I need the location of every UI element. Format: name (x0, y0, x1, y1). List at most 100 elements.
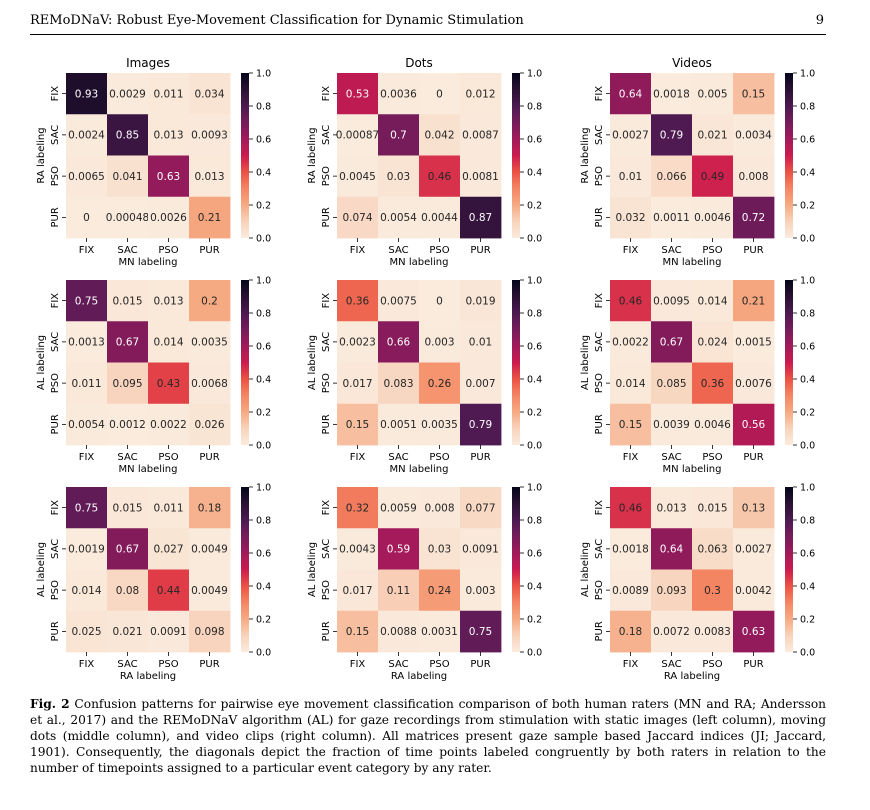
x-tick-label: FIX (79, 452, 95, 463)
y-tick-label: PSO (321, 166, 332, 186)
heatmap-cell (189, 610, 231, 653)
heatmap-cell (460, 114, 502, 156)
x-tick-label: SAC (117, 659, 137, 670)
cell-value-label: 0.75 (469, 626, 492, 638)
heatmap-cell (733, 610, 775, 653)
y-tick-label: PUR (50, 414, 61, 434)
heatmap-panel-4: 0.75 0.015 0.013 0.2 0.0013 0.67 0.014 0.0035 0.… (36, 276, 271, 476)
cell-value-label: 0.08 (116, 585, 139, 597)
colorbar-tick-label: 0.8 (256, 102, 271, 113)
y-tick-label: PSO (594, 166, 605, 186)
cell-value-label: 0.87 (469, 212, 492, 224)
cell-value-label: 0.019 (465, 295, 495, 307)
colorbar-tick-label: 0.8 (256, 309, 271, 320)
x-tick-label: PSO (158, 452, 178, 463)
cell-value-label: 0.75 (75, 295, 98, 307)
y-axis-label: RA labeling (36, 127, 47, 183)
y-tick-label: SAC (321, 332, 332, 352)
y-tick-label: FIX (594, 86, 605, 102)
cell-value-label: 0.093 (656, 585, 686, 597)
x-tick-label: PSO (702, 659, 722, 670)
x-tick-label: FIX (623, 659, 639, 670)
cell-value-label: 0.0013 (68, 337, 105, 349)
colorbar-tick-label: 1.0 (800, 483, 815, 494)
colorbar-tick-label: 0.0 (256, 234, 271, 245)
heatmap-cell (460, 196, 502, 239)
y-tick-label: PSO (50, 166, 61, 186)
cell-value-label: 0 (83, 212, 90, 224)
x-tick-label: SAC (661, 245, 681, 256)
heatmap-cell (692, 610, 734, 653)
colorbar (241, 487, 249, 652)
colorbar (512, 280, 520, 445)
heatmap-cell (733, 73, 775, 115)
cell-value-label: 0.012 (465, 88, 495, 100)
y-tick-label: PSO (594, 580, 605, 600)
heatmap-cell (610, 528, 652, 570)
cell-value-label: 0.3 (704, 585, 721, 597)
heatmap-cell (148, 528, 190, 570)
y-tick-label: PUR (594, 621, 605, 641)
y-axis-label: AL labeling (307, 335, 318, 390)
heatmap-cell (378, 403, 420, 446)
heatmap-cell (651, 73, 693, 115)
heatmap-cell (107, 487, 149, 529)
heatmap-cell (378, 569, 420, 612)
heatmap-cell (189, 155, 231, 198)
cell-value-label: 0.0054 (68, 419, 105, 431)
caption-label: Fig. 2 (30, 697, 70, 711)
heatmap-cell (419, 569, 461, 612)
cell-value-label: 0.00087 (336, 130, 379, 142)
x-axis-label: MN labeling (663, 257, 722, 268)
cell-value-label: 0.0089 (612, 585, 649, 597)
colorbar-tick-label: 0.2 (800, 201, 815, 212)
colorbar-tick-label: 0.2 (800, 408, 815, 419)
heatmap-cell (419, 155, 461, 198)
colorbar-tick-label: 0.6 (527, 342, 542, 353)
cell-value-label: 0.7 (390, 130, 407, 142)
heatmap-cell (651, 114, 693, 156)
x-tick-label: PSO (702, 245, 722, 256)
heatmap-cell (610, 280, 652, 322)
colorbar-tick-label: 1.0 (800, 276, 815, 287)
y-tick-label: SAC (50, 332, 61, 352)
heatmap-cell (107, 610, 149, 653)
heatmap-cell (337, 403, 379, 446)
x-axis-label: MN labeling (390, 257, 449, 268)
heatmap-cell (460, 280, 502, 322)
colorbar-tick-label: 1.0 (527, 276, 542, 287)
cell-value-label: 0.0054 (380, 212, 417, 224)
colorbar (785, 73, 793, 238)
heatmap-cell (189, 569, 231, 612)
cell-value-label: 0.01 (619, 171, 642, 183)
cell-value-label: 0.027 (153, 544, 183, 556)
heatmap-cell (107, 73, 149, 115)
cell-value-label: 0.64 (619, 88, 643, 100)
heatmap-cell (610, 155, 652, 198)
cell-value-label: 0.098 (194, 626, 224, 638)
heatmap-cell (419, 403, 461, 446)
heatmap-cell (460, 155, 502, 198)
x-tick-label: FIX (350, 452, 366, 463)
x-tick-label: PSO (429, 452, 449, 463)
cell-value-label: 0.18 (198, 502, 221, 514)
colorbar-tick-label: 0.0 (800, 234, 815, 245)
x-tick-label: PUR (470, 659, 490, 670)
y-tick-label: FIX (594, 293, 605, 309)
cell-value-label: 0.43 (157, 378, 180, 390)
cell-value-label: 0.46 (428, 171, 452, 183)
heatmap-cell (66, 403, 108, 446)
colorbar-tick-label: 0.2 (256, 201, 271, 212)
cell-value-label: 0.24 (428, 585, 452, 597)
heatmap-cell (460, 528, 502, 570)
heatmap-cell (610, 403, 652, 446)
colorbar-tick-label: 1.0 (256, 276, 271, 287)
cell-value-label: 0.15 (619, 419, 642, 431)
y-axis-label: RA labeling (580, 127, 591, 183)
colorbar-tick-label: 0.2 (527, 201, 542, 212)
cell-value-label: 0.0026 (150, 212, 187, 224)
x-tick-label: SAC (117, 452, 137, 463)
y-tick-label: PUR (50, 621, 61, 641)
x-tick-label: PUR (743, 659, 763, 670)
